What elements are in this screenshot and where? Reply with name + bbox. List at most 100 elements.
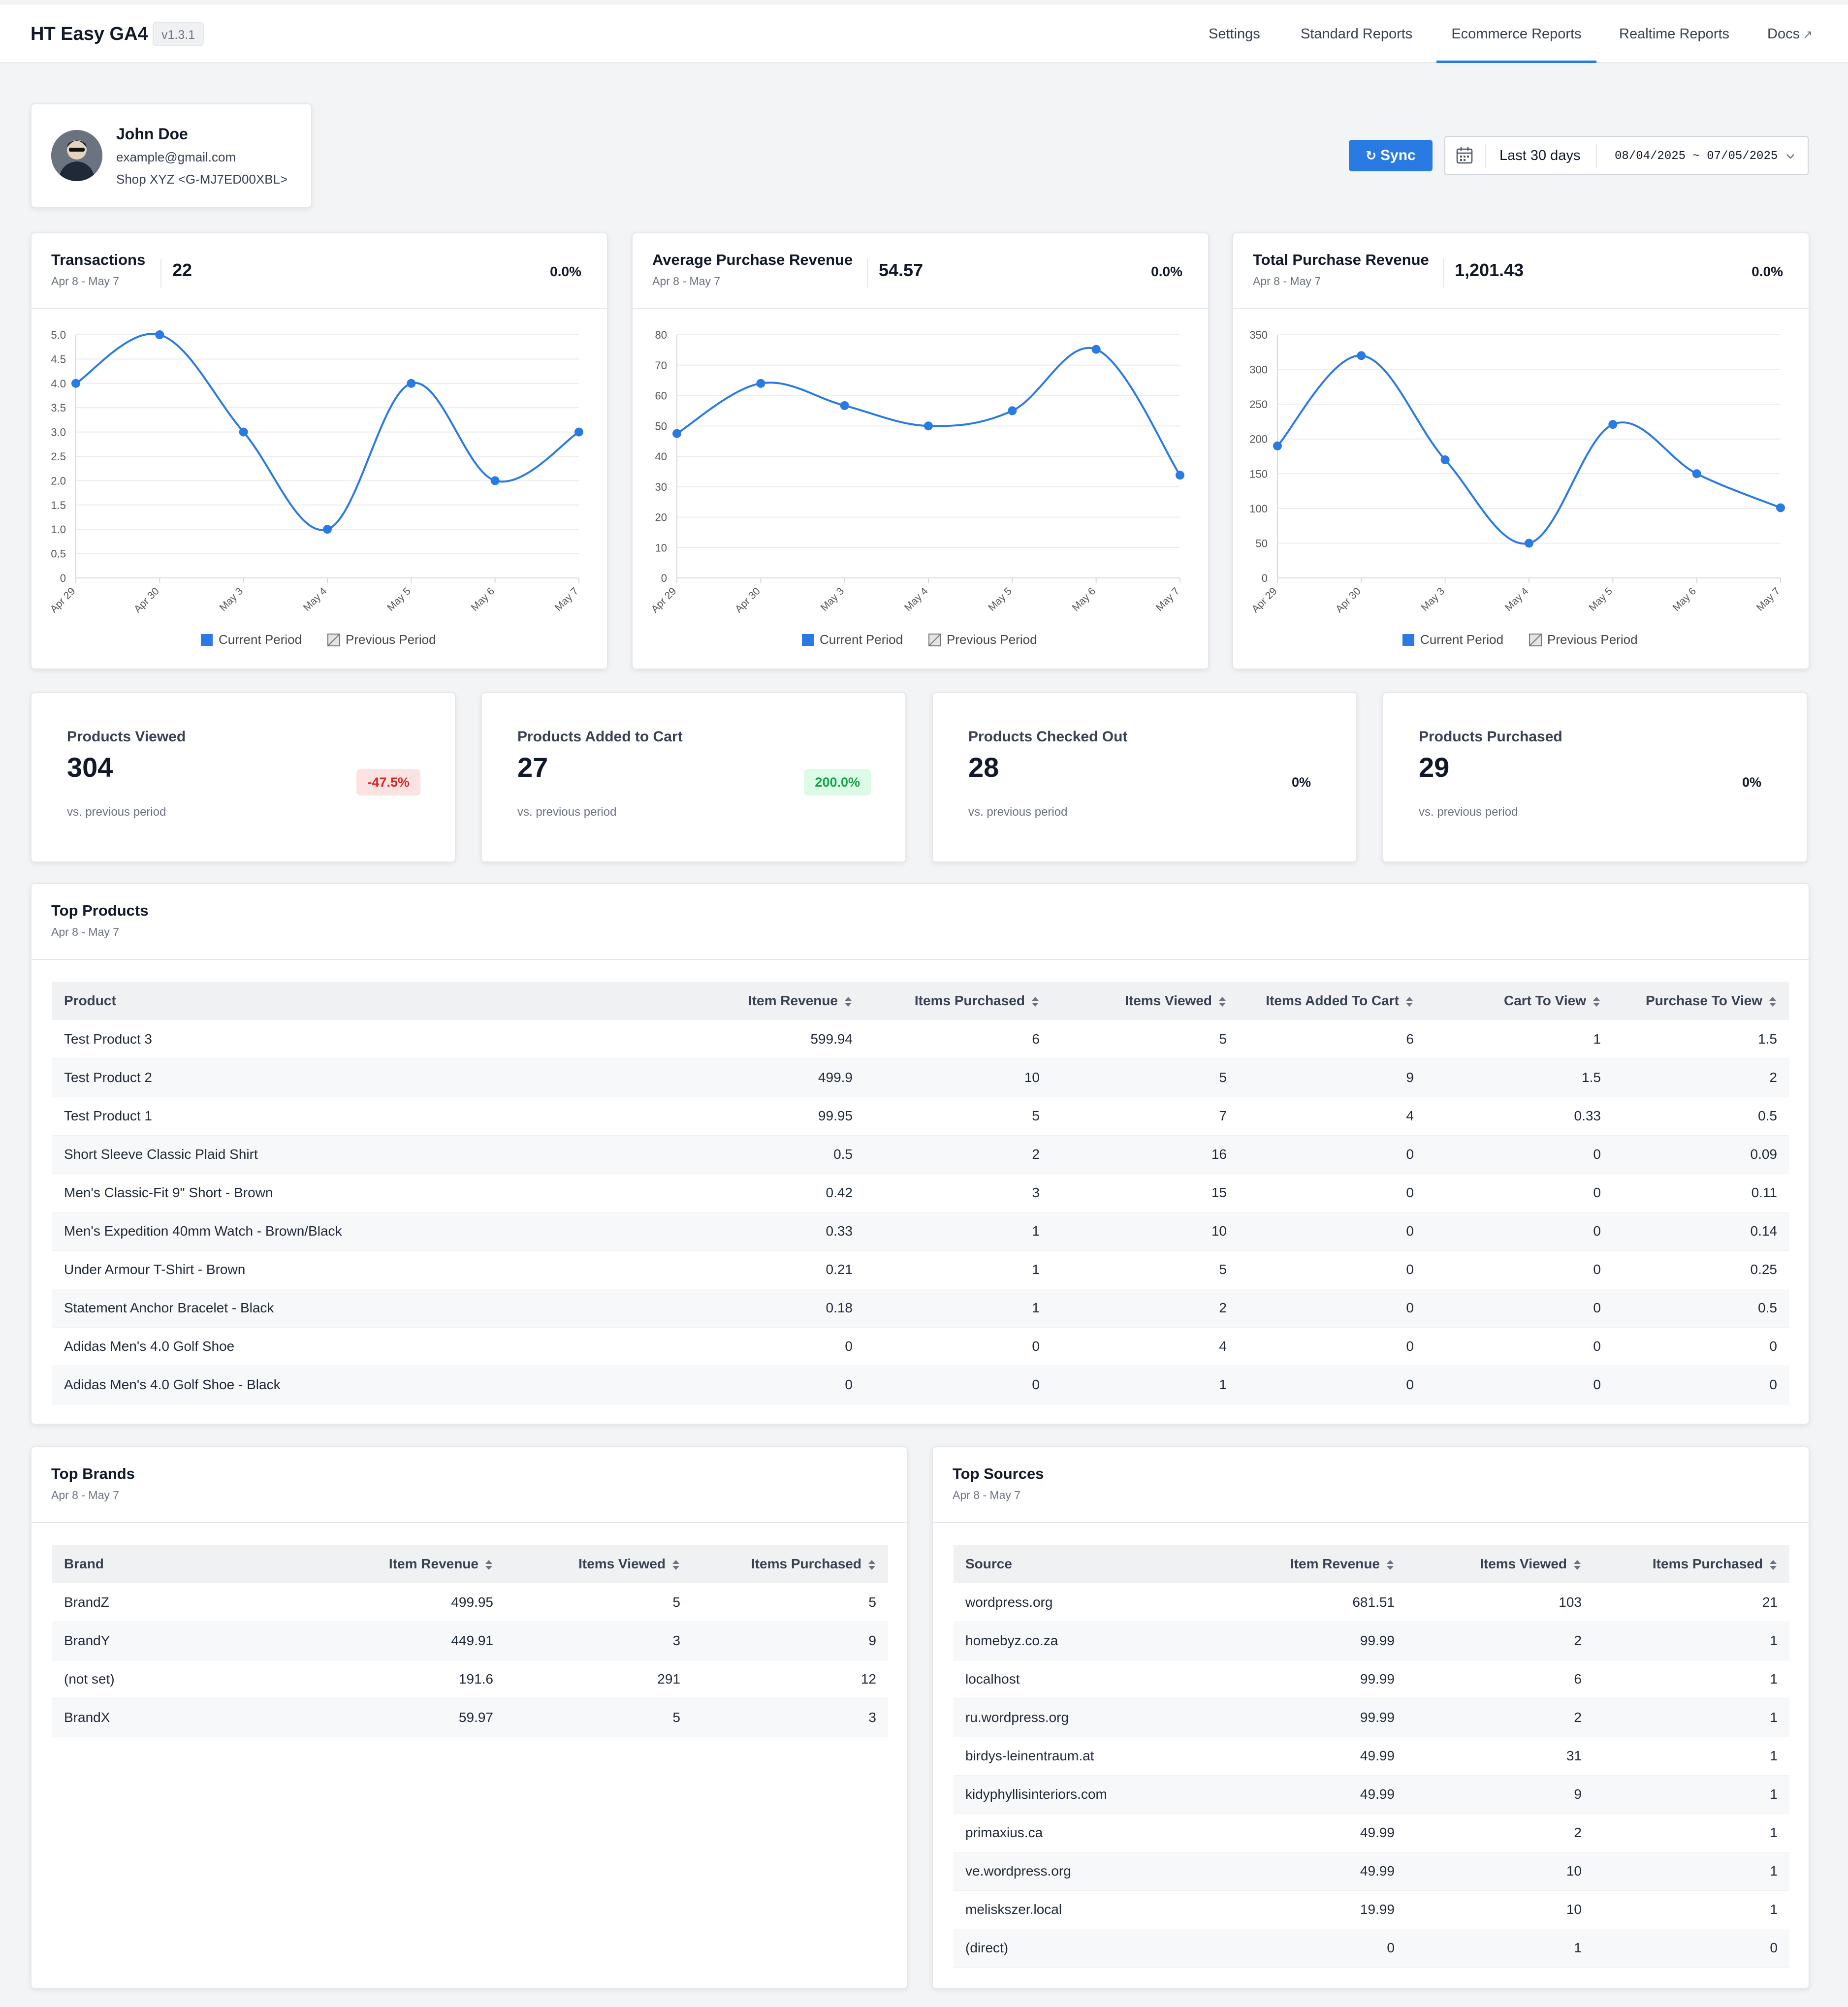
legend-swatch-current (201, 634, 213, 646)
column-header[interactable]: Item Revenue (1219, 1545, 1406, 1583)
column-header[interactable]: Item Revenue (677, 982, 864, 1020)
divider (867, 259, 868, 287)
y-tick-label: 60 (655, 390, 667, 402)
cell-value: 49.99 (1360, 1825, 1395, 1840)
y-tick-label: 350 (1249, 329, 1268, 341)
column-header: Source (954, 1545, 1219, 1583)
data-point[interactable] (924, 421, 933, 431)
column-header[interactable]: Item Revenue (318, 1545, 505, 1583)
sort-icon[interactable] (484, 1559, 493, 1571)
data-point[interactable] (1525, 539, 1533, 548)
data-point[interactable] (71, 379, 80, 388)
y-tick-label: 4.5 (51, 353, 66, 365)
data-point[interactable] (1091, 345, 1101, 354)
series-line (75, 333, 580, 531)
section-subtitle: Apr 8 - May 7 (51, 925, 120, 938)
column-header[interactable]: Cart To View (1426, 982, 1613, 1020)
x-tick-label: May 7 (1154, 585, 1182, 613)
cell-value: 0.5 (1758, 1108, 1777, 1123)
data-point[interactable] (1776, 503, 1785, 512)
cell-value: 9 (692, 1622, 888, 1660)
column-header[interactable]: Items Purchased (864, 982, 1051, 1020)
stat-value: 28 (968, 752, 999, 783)
row-label: ve.wordpress.org (954, 1852, 1219, 1890)
column-header: Brand (52, 1545, 318, 1583)
legend-label[interactable]: Previous Period (1547, 632, 1638, 647)
column-header[interactable]: Items Purchased (1593, 1545, 1789, 1583)
sort-icon[interactable] (1592, 995, 1601, 1008)
sort-icon[interactable] (1031, 995, 1040, 1008)
sort-icon[interactable] (1769, 1559, 1778, 1571)
nav-ecommerce-reports[interactable]: Ecommerce Reports (1436, 5, 1596, 63)
row-label: primaxius.ca (965, 1825, 1043, 1840)
sort-icon[interactable] (1386, 1559, 1395, 1571)
top-sources-table: Source Item Revenue Items Viewed Items Purc… (954, 1545, 1789, 1968)
column-header[interactable]: Items Purchased (692, 1545, 888, 1583)
table-row: localhost 99.99 6 1 (954, 1660, 1789, 1698)
data-point[interactable] (1273, 441, 1282, 450)
divider (1485, 144, 1486, 168)
column-header[interactable]: Items Viewed (505, 1545, 692, 1583)
column-header[interactable]: Items Added To Cart (1239, 982, 1426, 1020)
sort-icon[interactable] (1573, 1559, 1582, 1571)
data-point[interactable] (1608, 420, 1618, 429)
data-point[interactable] (672, 429, 681, 438)
row-label: (direct) (954, 1929, 1219, 1967)
cell-value: 3 (1032, 1185, 1040, 1200)
cell-value: 1 (1770, 1748, 1778, 1763)
data-point[interactable] (1008, 406, 1017, 415)
cell-value: 499.95 (451, 1594, 493, 1610)
sort-icon[interactable] (1405, 995, 1414, 1008)
sort-icon[interactable] (867, 1559, 876, 1571)
data-point[interactable] (407, 379, 416, 388)
legend-label[interactable]: Current Period (820, 632, 903, 647)
date-range-picker[interactable]: Last 30 days 08/04/2025 ~ 07/05/2025 (1444, 136, 1809, 175)
column-header-label: Items Purchased (1652, 1556, 1763, 1571)
data-point[interactable] (239, 427, 248, 437)
date-range-values: 08/04/2025 ~ 07/05/2025 (1615, 150, 1778, 163)
legend-label[interactable]: Current Period (219, 632, 302, 647)
data-point[interactable] (1440, 455, 1450, 465)
row-label: Under Armour T-Shirt - Brown (64, 1262, 246, 1277)
data-point[interactable] (1176, 471, 1184, 480)
cell-value: 0 (1593, 1185, 1601, 1200)
nav-realtime-reports[interactable]: Realtime Reports (1619, 26, 1730, 42)
cell-value: 1 (1593, 1698, 1789, 1737)
data-point[interactable] (574, 427, 583, 437)
data-point[interactable] (1692, 469, 1701, 478)
top-products-table: Product Item Revenue Items Purchased Items … (52, 982, 1789, 1404)
sort-icon[interactable] (671, 1559, 680, 1571)
section-title: Top Sources (953, 1465, 1044, 1482)
stat-change-badge: -47.5% (356, 769, 420, 796)
cell-value: 31 (1566, 1748, 1582, 1763)
data-point[interactable] (490, 476, 500, 485)
nav-settings[interactable]: Settings (1209, 26, 1260, 42)
y-tick-label: 100 (1249, 503, 1268, 515)
data-point[interactable] (323, 525, 332, 534)
cell-value: 1 (1593, 1852, 1789, 1890)
column-header-label: Item Revenue (1290, 1556, 1380, 1571)
sort-icon[interactable] (1218, 995, 1227, 1008)
sort-icon[interactable] (1768, 995, 1777, 1008)
chart-card-total-purchase-revenue: Total Purchase Revenue Apr 8 - May 7 1,2… (1232, 232, 1810, 669)
data-point[interactable] (840, 401, 849, 410)
column-header[interactable]: Items Viewed (1406, 1545, 1593, 1583)
y-tick-label: 3.0 (51, 426, 66, 439)
legend-label[interactable]: Previous Period (346, 632, 436, 647)
data-point[interactable] (155, 330, 164, 339)
column-header[interactable]: Items Viewed (1051, 982, 1239, 1020)
table-row: Test Product 3 599.94 6 5 6 1 1.5 (52, 1020, 1789, 1058)
cell-value: 2 (864, 1135, 1051, 1174)
legend-label[interactable]: Previous Period (947, 632, 1037, 647)
nav-standard-reports[interactable]: Standard Reports (1301, 26, 1413, 42)
nav-docs[interactable]: Docs ↗ (1767, 5, 1813, 63)
cell-value: 3 (692, 1698, 888, 1737)
row-label: Test Product 1 (64, 1108, 152, 1123)
data-point[interactable] (1357, 351, 1366, 360)
version-badge: v1.3.1 (153, 22, 204, 46)
column-header[interactable]: Purchase To View (1613, 982, 1789, 1020)
sort-icon[interactable] (844, 995, 853, 1008)
legend-label[interactable]: Current Period (1420, 632, 1503, 647)
sync-button[interactable]: ↻ Sync (1349, 140, 1433, 171)
data-point[interactable] (756, 379, 765, 388)
